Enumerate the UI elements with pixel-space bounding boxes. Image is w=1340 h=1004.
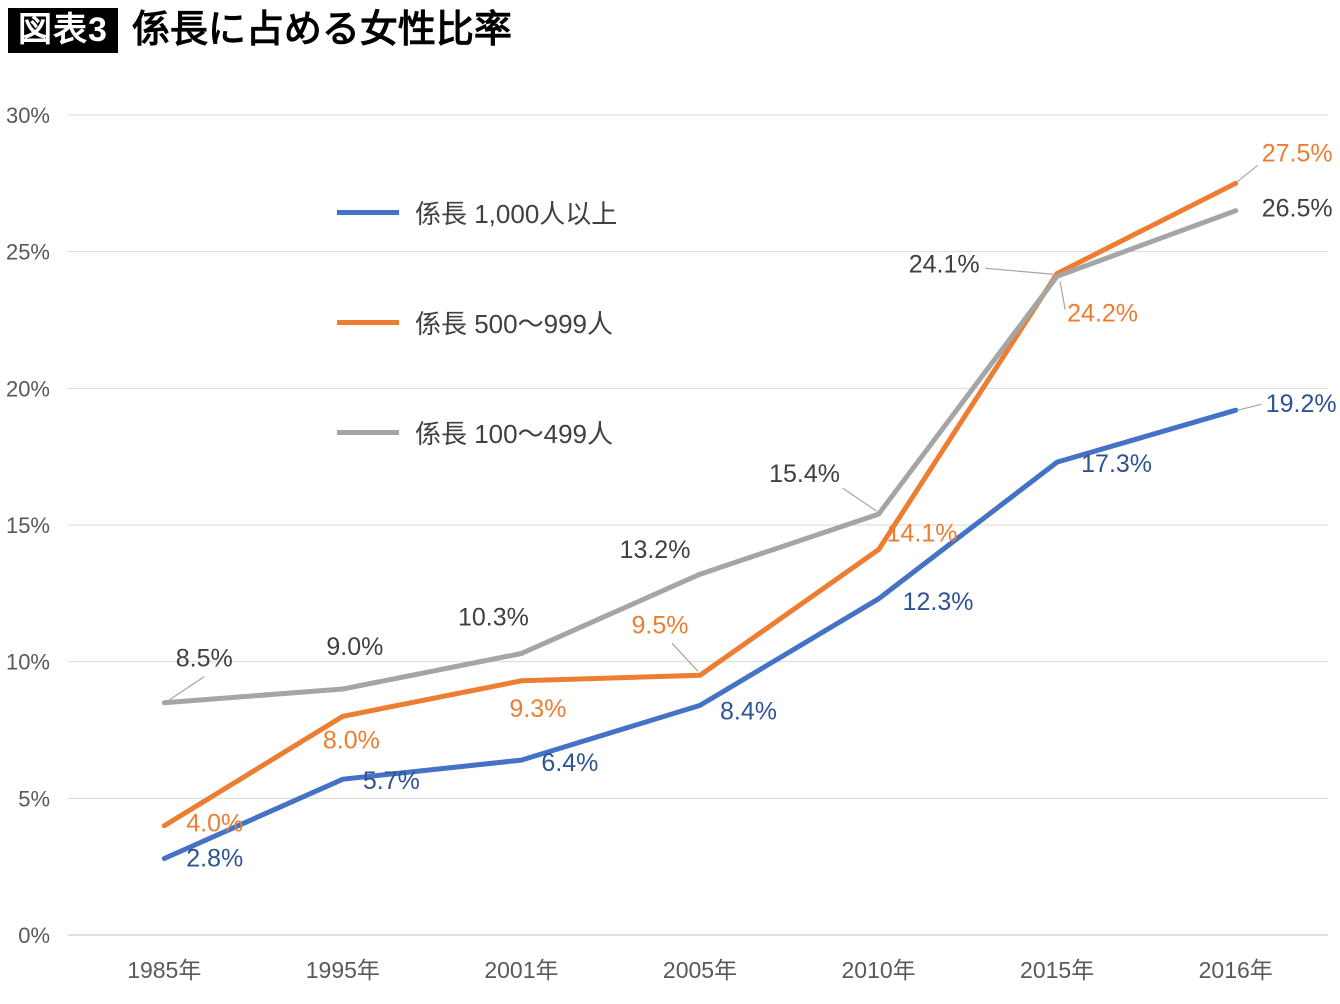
data-label: 17.3% xyxy=(1081,450,1152,478)
data-label: 24.2% xyxy=(1067,300,1138,328)
data-label: 15.4% xyxy=(769,460,840,488)
x-axis-label: 1995年 xyxy=(306,957,380,983)
x-axis-label: 1985年 xyxy=(127,957,201,983)
data-label: 27.5% xyxy=(1262,139,1333,167)
data-label: 9.3% xyxy=(509,695,566,723)
legend: 係長 1,000人以上 係長 500〜999人 係長 100〜499人 xyxy=(337,196,617,526)
series-lines xyxy=(161,180,1239,861)
legend-swatch xyxy=(337,209,399,215)
y-axis-label: 10% xyxy=(6,650,50,675)
y-axis-label: 5% xyxy=(18,786,50,811)
legend-swatch xyxy=(337,319,399,325)
data-label: 19.2% xyxy=(1266,390,1337,418)
series-line-2 xyxy=(161,208,1239,706)
data-label: 8.5% xyxy=(176,645,233,673)
leader-lines xyxy=(167,164,1262,702)
x-axis-labels: 1985年 1995年 2001年 2005年 2010年 2015年 2016年 xyxy=(127,957,1273,983)
series-line-0 xyxy=(161,407,1239,861)
legend-swatch xyxy=(337,429,399,435)
legend-label: 係長 1,000人以上 xyxy=(415,198,618,229)
data-labels: 2.8% 5.7% 6.4% 8.4% 12.3% 17.3% 19.2% 4.0% 8.0% 9… xyxy=(176,139,1337,872)
y-axis-label: 25% xyxy=(6,240,50,265)
x-axis-label: 2010年 xyxy=(841,957,915,983)
data-label: 26.5% xyxy=(1262,195,1333,223)
data-label: 12.3% xyxy=(903,588,974,616)
y-axis-labels: 0% 5% 10% 15% 20% 25% 30% xyxy=(6,103,50,948)
data-label: 9.0% xyxy=(326,633,383,661)
x-axis-label: 2016年 xyxy=(1199,957,1273,983)
label-leader-line xyxy=(1237,164,1259,182)
label-leader-line xyxy=(985,267,1054,275)
series-line-1 xyxy=(161,180,1239,829)
data-label: 24.1% xyxy=(909,250,980,278)
data-label: 8.4% xyxy=(720,697,777,725)
y-axis-label: 20% xyxy=(6,376,50,401)
title-text: 係長に占める女性比率 xyxy=(131,8,512,51)
y-axis-label: 0% xyxy=(18,923,50,948)
label-leader-line xyxy=(671,642,699,672)
legend-item-large: 係長 1,000人以上 xyxy=(337,196,618,229)
label-leader-line xyxy=(1059,281,1066,310)
data-label: 5.7% xyxy=(363,767,420,795)
y-axis-label: 15% xyxy=(6,513,50,538)
legend-item-small: 係長 100〜499人 xyxy=(337,416,617,449)
data-label: 4.0% xyxy=(186,810,243,838)
title-badge: 図表3 xyxy=(8,8,118,54)
legend-item-medium: 係長 500〜999人 xyxy=(337,306,617,339)
data-label: 10.3% xyxy=(458,603,529,631)
label-leader-line xyxy=(167,676,205,702)
legend-label: 係長 500〜999人 xyxy=(415,308,613,339)
label-leader-line xyxy=(842,487,877,512)
data-label: 6.4% xyxy=(541,749,598,777)
x-axis-label: 2005年 xyxy=(663,957,737,983)
data-label: 13.2% xyxy=(620,536,691,564)
data-label: 2.8% xyxy=(186,844,243,872)
data-label: 8.0% xyxy=(323,726,380,754)
data-label: 14.1% xyxy=(887,520,958,548)
legend-label: 係長 100〜499人 xyxy=(415,418,613,449)
data-label: 9.5% xyxy=(632,611,689,639)
y-axis-label: 30% xyxy=(6,103,50,128)
label-leader-line xyxy=(1237,403,1262,411)
x-axis-label: 2015年 xyxy=(1020,957,1094,983)
gridlines xyxy=(68,114,1328,936)
chart-title: 図表3 係長に占める女性比率 xyxy=(8,8,512,54)
x-axis-label: 2001年 xyxy=(484,957,558,983)
